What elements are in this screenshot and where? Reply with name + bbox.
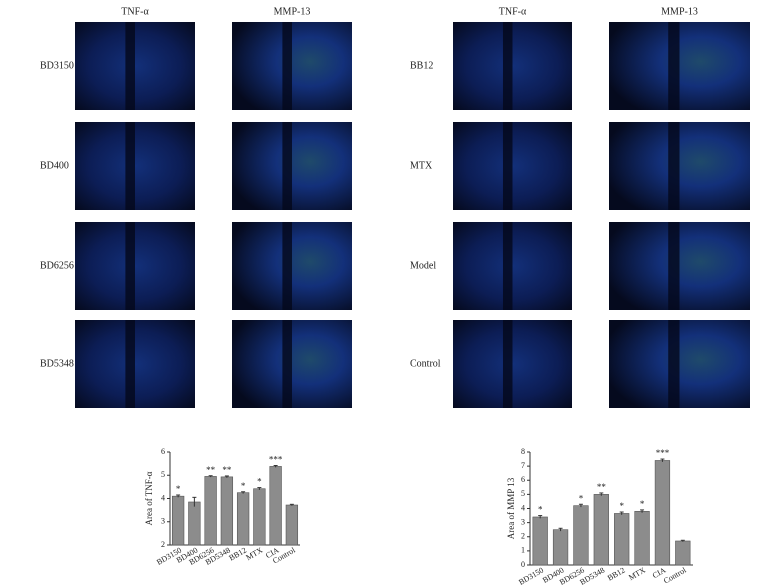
significance: *	[619, 501, 624, 511]
significance: **	[206, 465, 216, 475]
micrograph-gap	[125, 222, 135, 310]
bar	[654, 460, 671, 566]
y-tick-label: 3	[161, 517, 165, 526]
bar	[285, 504, 299, 546]
x-tick-label: Control	[662, 565, 688, 585]
y-tick-label: 0	[521, 560, 525, 569]
micrograph-gap	[282, 320, 292, 408]
row-label: BD5348	[40, 358, 74, 369]
significance: ***	[656, 448, 670, 458]
column-header: TNF-α	[499, 6, 527, 17]
significance: *	[241, 481, 246, 491]
row-label: Control	[410, 358, 441, 369]
y-tick-label: 3	[521, 517, 525, 526]
micrograph-gap	[282, 122, 292, 210]
y-tick-label: 4	[161, 493, 165, 502]
y-tick-label: 8	[521, 447, 525, 456]
bar	[552, 529, 569, 566]
y-axis-label: Area of TNF-α	[144, 471, 154, 525]
y-axis-label: Area of MMP 13	[506, 477, 516, 539]
bar	[188, 501, 201, 546]
x-tick-label: MTX	[627, 565, 647, 582]
significance: *	[176, 484, 181, 494]
y-tick-label: 5	[521, 489, 525, 498]
bar	[171, 495, 185, 546]
row-label: BD400	[40, 160, 69, 171]
micrograph-gap	[502, 320, 513, 408]
micrograph-gap	[668, 22, 680, 110]
y-tick-label: 6	[521, 475, 525, 484]
bar	[614, 513, 630, 566]
bar	[204, 476, 217, 546]
y-tick-label: 2	[161, 540, 165, 549]
row-label: BD6256	[40, 260, 74, 271]
bar	[634, 511, 650, 566]
row-label: BD3150	[40, 60, 74, 71]
significance: *	[640, 499, 645, 509]
micrograph-gap	[125, 122, 135, 210]
significance: *	[257, 477, 262, 487]
bar	[573, 505, 589, 566]
bar	[532, 516, 548, 566]
bar	[236, 492, 250, 546]
column-header: TNF-α	[121, 6, 149, 17]
y-tick-label: 2	[521, 532, 525, 541]
y-tick-label: 6	[161, 447, 165, 456]
bar	[253, 488, 266, 546]
micrograph-gap	[282, 22, 292, 110]
bar	[220, 476, 234, 546]
micrograph-gap	[282, 222, 292, 310]
bar	[675, 540, 691, 566]
micrograph-gap	[502, 222, 513, 310]
y-tick-label: 1	[521, 546, 525, 555]
micrograph-gap	[502, 22, 513, 110]
micrograph-gap	[668, 222, 680, 310]
significance: *	[579, 493, 584, 503]
y-tick-label: 4	[521, 503, 525, 512]
significance: *	[538, 505, 543, 515]
micrograph-gap	[502, 122, 513, 210]
micrograph-gap	[125, 22, 135, 110]
column-header: MMP-13	[274, 6, 311, 17]
column-header: MMP-13	[661, 6, 698, 17]
row-label: BB12	[410, 60, 433, 71]
significance: **	[222, 465, 232, 475]
y-tick-label: 5	[161, 470, 165, 479]
significance: ***	[269, 455, 283, 465]
micrograph-gap	[668, 122, 680, 210]
micrograph-gap	[668, 320, 680, 408]
x-tick-label: MTX	[244, 545, 264, 562]
bar	[593, 494, 609, 566]
bar	[269, 466, 282, 546]
row-label: Model	[410, 260, 436, 271]
row-label: MTX	[410, 160, 433, 171]
significance: **	[597, 482, 607, 492]
micrograph-gap	[125, 320, 135, 408]
y-tick-label: 7	[521, 461, 525, 470]
x-tick-label: BB12	[606, 566, 627, 583]
